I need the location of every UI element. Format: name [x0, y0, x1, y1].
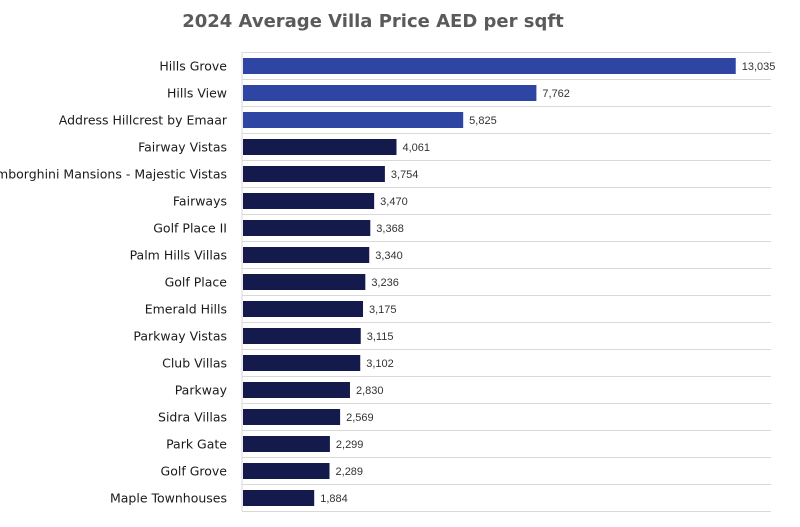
- bar: [243, 193, 375, 209]
- bar: [243, 166, 385, 182]
- value-label: 5,825: [469, 115, 497, 127]
- bar: [243, 355, 361, 371]
- bar: [243, 382, 350, 398]
- bar: [243, 247, 370, 263]
- value-label: 4,061: [403, 142, 431, 154]
- category-label: Palm Hills Villas: [130, 248, 227, 263]
- category-label: Hills View: [167, 86, 227, 101]
- bar: [243, 220, 371, 236]
- value-label: 2,830: [356, 385, 384, 397]
- category-labels-group: Hills Grove Hills View Address Hillcrest b…: [0, 59, 228, 506]
- category-label: Golf Place: [165, 275, 228, 290]
- category-label: Maple Townhouses: [110, 491, 227, 506]
- value-label: 3,175: [369, 304, 397, 316]
- bar: [243, 490, 315, 506]
- category-label: Parkway: [175, 383, 228, 398]
- value-label: 1,884: [320, 493, 348, 505]
- bar: [243, 328, 361, 344]
- value-label: 3,102: [366, 358, 394, 370]
- category-label: Golf Place II: [153, 221, 227, 236]
- value-label: 2,299: [336, 439, 364, 451]
- bar: [243, 58, 736, 74]
- value-label: 2,569: [346, 412, 374, 424]
- value-label: 3,754: [391, 169, 419, 181]
- value-label: 3,470: [380, 196, 408, 208]
- value-label: 2,289: [336, 466, 364, 478]
- value-label: 3,115: [367, 331, 394, 343]
- value-label: 3,236: [371, 277, 399, 289]
- bar: [243, 463, 330, 479]
- bar: [243, 85, 537, 101]
- bar: [243, 301, 364, 317]
- category-label: Fairway Vistas: [138, 140, 227, 155]
- category-label: Address Hillcrest by Emaar: [59, 113, 228, 128]
- category-label: Emerald Hills: [145, 302, 227, 317]
- category-label: Club Villas: [162, 356, 227, 371]
- category-label: Park Gate: [166, 437, 227, 452]
- value-label: 13,035: [742, 61, 776, 73]
- bar: [243, 409, 341, 425]
- category-label: Parkway Vistas: [133, 329, 227, 344]
- category-label: Fairways: [173, 194, 227, 209]
- category-label: Lamborghini Mansions - Majestic Vistas: [0, 167, 227, 182]
- category-label: Hills Grove: [159, 59, 227, 74]
- chart-title: 2024 Average Villa Price AED per sqft: [182, 11, 564, 32]
- value-label: 3,340: [375, 250, 403, 262]
- bar: [243, 274, 366, 290]
- category-label: Sidra Villas: [158, 410, 227, 425]
- value-label: 3,368: [376, 223, 404, 235]
- bar: [243, 436, 330, 452]
- bar: [243, 112, 464, 128]
- bars-group: [243, 58, 736, 506]
- plot-frame: [241, 52, 771, 512]
- bar: [243, 139, 397, 155]
- value-labels-group: 13,035 7,762 5,825 4,061 3,754 3,470 3,368 3,34…: [320, 61, 775, 505]
- category-label: Golf Grove: [161, 464, 228, 479]
- value-label: 7,762: [542, 88, 570, 100]
